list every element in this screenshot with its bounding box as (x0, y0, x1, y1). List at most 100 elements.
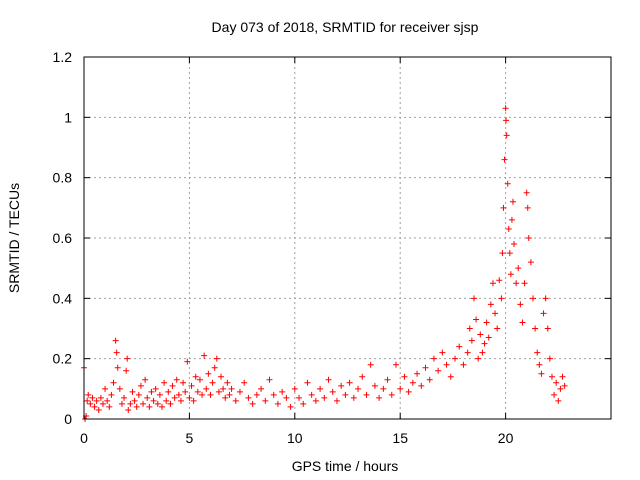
data-point (262, 397, 269, 404)
data-point (321, 394, 328, 401)
data-point (489, 280, 496, 287)
data-point (481, 340, 488, 347)
data-point (220, 385, 227, 392)
data-point (190, 397, 197, 404)
data-points (81, 105, 568, 422)
data-point (519, 319, 526, 326)
data-point (91, 403, 98, 410)
data-point (253, 391, 260, 398)
data-point (140, 400, 147, 407)
data-point (108, 391, 115, 398)
data-point (104, 397, 111, 404)
data-point (118, 400, 125, 407)
data-point (392, 361, 399, 368)
data-point (304, 379, 311, 386)
data-point (532, 325, 539, 332)
data-point (380, 385, 387, 392)
data-point (274, 400, 281, 407)
data-point (363, 391, 370, 398)
data-point (561, 382, 568, 389)
data-point (494, 325, 501, 332)
data-point (125, 406, 132, 413)
data-point (102, 385, 109, 392)
data-point (464, 349, 471, 356)
data-point (502, 105, 509, 112)
data-point (97, 394, 104, 401)
data-point (175, 391, 182, 398)
data-point (133, 403, 140, 410)
data-point (112, 337, 119, 344)
data-point (135, 391, 142, 398)
data-point (367, 361, 374, 368)
x-tick-label: 15 (392, 430, 408, 446)
data-point (85, 391, 92, 398)
data-point (287, 403, 294, 410)
data-point (426, 376, 433, 383)
data-point (199, 391, 206, 398)
data-point (517, 301, 524, 308)
data-point (228, 385, 235, 392)
data-point (194, 388, 201, 395)
data-point (84, 397, 91, 404)
data-point (350, 394, 357, 401)
data-point (530, 295, 537, 302)
y-tick-label: 0.4 (53, 290, 73, 306)
data-point (184, 358, 191, 365)
data-point (551, 391, 558, 398)
data-point (544, 325, 551, 332)
data-point (483, 319, 490, 326)
data-point (146, 403, 153, 410)
data-point (477, 331, 484, 338)
data-point (505, 225, 512, 232)
data-point (142, 376, 149, 383)
data-point (475, 355, 482, 362)
data-point (499, 250, 506, 257)
data-point (171, 394, 178, 401)
data-point (296, 394, 303, 401)
data-point (99, 400, 106, 407)
data-point (473, 316, 480, 323)
data-point (524, 204, 531, 211)
data-point (213, 355, 220, 362)
data-point (504, 180, 511, 187)
data-point (144, 394, 151, 401)
data-point (150, 397, 157, 404)
data-point (87, 400, 94, 407)
data-point (279, 388, 286, 395)
chart-title: Day 073 of 2018, SRMTID for receiver sjs… (212, 19, 479, 35)
data-point (173, 376, 180, 383)
data-point (207, 391, 214, 398)
data-point (116, 385, 123, 392)
data-point (95, 406, 102, 413)
data-point (523, 189, 530, 196)
x-tick-label: 20 (498, 430, 514, 446)
data-point (515, 265, 522, 272)
data-point (492, 310, 499, 317)
data-point (548, 373, 555, 380)
data-point (355, 385, 362, 392)
data-point (89, 394, 96, 401)
data-point (405, 388, 412, 395)
data-point (121, 394, 128, 401)
data-point (93, 397, 100, 404)
data-point (215, 388, 222, 395)
data-point (496, 277, 503, 284)
data-point (161, 379, 168, 386)
data-point (266, 376, 273, 383)
data-point (559, 373, 566, 380)
y-tick-label: 1 (64, 109, 72, 125)
data-point (312, 397, 319, 404)
data-point (165, 388, 172, 395)
data-point (388, 391, 395, 398)
data-point (148, 388, 155, 395)
data-point (401, 373, 408, 380)
x-axis-label: GPS time / hours (292, 458, 399, 474)
data-point (163, 397, 170, 404)
data-point (536, 361, 543, 368)
data-point (447, 373, 454, 380)
data-point (384, 376, 391, 383)
data-point (203, 385, 210, 392)
data-point (397, 385, 404, 392)
data-point (186, 394, 193, 401)
y-tick-label: 0.2 (53, 351, 73, 367)
